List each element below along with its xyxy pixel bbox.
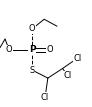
Text: O: O [29, 24, 36, 33]
Text: Cl: Cl [64, 71, 72, 80]
Text: O: O [46, 45, 53, 54]
Text: Cl: Cl [73, 54, 81, 63]
Text: S: S [30, 66, 35, 75]
Text: P: P [29, 45, 36, 54]
Text: Cl: Cl [41, 93, 49, 102]
Text: O: O [6, 45, 13, 54]
